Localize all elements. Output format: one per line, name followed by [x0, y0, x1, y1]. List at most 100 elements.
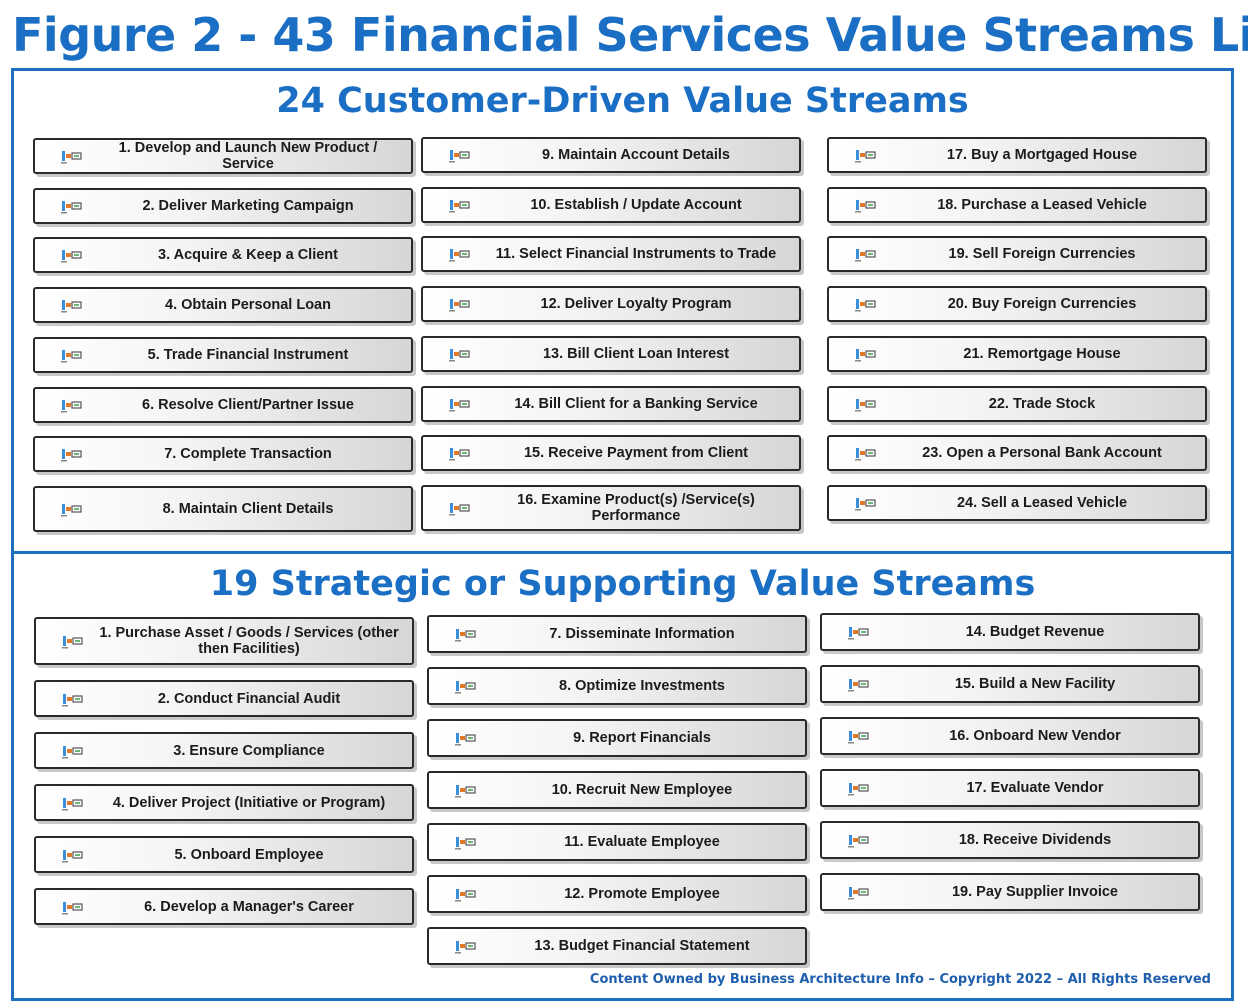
value-stream-icon [855, 246, 877, 262]
value-stream-label: 11. Select Financial Instruments to Trad… [495, 246, 777, 262]
figure-title: Figure 2 - 43 Financial Services Value S… [12, 8, 1248, 62]
value-stream-icon [455, 730, 477, 746]
strategic-value-stream-card: 5. Onboard Employee [34, 836, 414, 873]
value-stream-icon [855, 495, 877, 511]
value-stream-icon [62, 899, 84, 915]
value-stream-label: 17. Buy a Mortgaged House [946, 147, 1138, 163]
value-stream-label: 22. Trade Stock [988, 396, 1096, 412]
value-stream-label: 16. Examine Product(s) /Service(s) Perfo… [517, 492, 755, 524]
value-stream-label: 6. Develop a Manager's Career [144, 898, 354, 915]
value-stream-label: 23. Open a Personal Bank Account [922, 445, 1162, 461]
value-stream-label: 5. Onboard Employee [174, 846, 324, 863]
value-stream-icon [848, 884, 870, 900]
value-stream-label: 10. Recruit New Employee [551, 782, 733, 798]
value-stream-label: 24. Sell a Leased Vehicle [956, 495, 1128, 511]
value-stream-label: 21. Remortgage House [963, 346, 1121, 362]
value-stream-icon [61, 347, 83, 363]
value-stream-label: 8. Maintain Client Details [162, 501, 334, 517]
value-stream-icon [61, 247, 83, 263]
customer-value-stream-card: 19. Sell Foreign Currencies [827, 236, 1207, 272]
customer-value-stream-card: 15. Receive Payment from Client [421, 435, 801, 471]
customer-value-stream-card: 12. Deliver Loyalty Program [421, 286, 801, 322]
value-stream-icon [455, 834, 477, 850]
strategic-value-stream-card: 16. Onboard New Vendor [820, 717, 1200, 755]
value-stream-icon [455, 938, 477, 954]
strategic-value-stream-card: 11. Evaluate Employee [427, 823, 807, 861]
value-stream-icon [455, 886, 477, 902]
customer-value-stream-card: 11. Select Financial Instruments to Trad… [421, 236, 801, 272]
value-stream-label: 9. Maintain Account Details [542, 147, 730, 163]
value-stream-label: 15. Receive Payment from Client [523, 445, 749, 461]
strategic-value-stream-card: 17. Evaluate Vendor [820, 769, 1200, 807]
value-stream-label: 2. Conduct Financial Audit [157, 690, 341, 707]
customer-value-stream-card: 5. Trade Financial Instrument [33, 337, 413, 373]
value-stream-label: 1. Purchase Asset / Goods / Services (ot… [99, 625, 399, 657]
strategic-value-stream-card: 6. Develop a Manager's Career [34, 888, 414, 925]
value-stream-icon [61, 148, 83, 164]
customer-value-stream-card: 3. Acquire & Keep a Client [33, 237, 413, 273]
strategic-value-stream-card: 19. Pay Supplier Invoice [820, 873, 1200, 911]
customer-value-stream-card: 2. Deliver Marketing Campaign [33, 188, 413, 224]
value-stream-icon [848, 676, 870, 692]
strategic-value-stream-card: 1. Purchase Asset / Goods / Services (ot… [34, 617, 414, 665]
strategic-value-stream-card: 7. Disseminate Information [427, 615, 807, 653]
value-stream-label: 12. Deliver Loyalty Program [540, 296, 732, 312]
value-stream-label: 14. Bill Client for a Banking Service [514, 396, 758, 412]
customer-value-stream-card: 6. Resolve Client/Partner Issue [33, 387, 413, 423]
customer-driven-title: 24 Customer-Driven Value Streams [276, 81, 969, 121]
value-stream-label: 3. Ensure Compliance [173, 742, 325, 759]
value-stream-icon [61, 297, 83, 313]
value-stream-label: 9. Report Financials [573, 730, 711, 746]
strategic-value-stream-card: 15. Build a New Facility [820, 665, 1200, 703]
value-stream-icon [62, 743, 84, 759]
value-stream-icon [61, 198, 83, 214]
value-stream-icon [62, 795, 84, 811]
value-stream-label: 4. Deliver Project (Initiative or Progra… [112, 794, 386, 811]
strategic-value-stream-card: 2. Conduct Financial Audit [34, 680, 414, 717]
value-stream-icon [449, 197, 471, 213]
value-stream-label: 7. Disseminate Information [549, 626, 735, 642]
value-stream-icon [848, 624, 870, 640]
value-stream-label: 13. Budget Financial Statement [534, 938, 750, 954]
value-stream-label: 8. Optimize Investments [559, 678, 725, 694]
customer-value-stream-card: 18. Purchase a Leased Vehicle [827, 187, 1207, 223]
strategic-value-stream-card: 12. Promote Employee [427, 875, 807, 913]
value-stream-icon [449, 396, 471, 412]
strategic-value-stream-card: 3. Ensure Compliance [34, 732, 414, 769]
customer-value-stream-card: 14. Bill Client for a Banking Service [421, 386, 801, 422]
value-stream-icon [61, 446, 83, 462]
value-stream-icon [455, 782, 477, 798]
customer-value-stream-card: 10. Establish / Update Account [421, 187, 801, 223]
value-stream-icon [855, 445, 877, 461]
value-stream-icon [855, 346, 877, 362]
value-stream-label: 1. Develop and Launch New Product / Serv… [118, 140, 378, 172]
value-stream-label: 18. Purchase a Leased Vehicle [937, 197, 1147, 213]
value-stream-label: 10. Establish / Update Account [530, 197, 742, 213]
customer-value-stream-card: 22. Trade Stock [827, 386, 1207, 422]
value-stream-icon [455, 626, 477, 642]
value-stream-label: 2. Deliver Marketing Campaign [142, 198, 354, 214]
customer-value-stream-card: 4. Obtain Personal Loan [33, 287, 413, 323]
value-stream-icon [855, 296, 877, 312]
value-stream-label: 16. Onboard New Vendor [949, 728, 1121, 744]
value-stream-icon [449, 147, 471, 163]
value-stream-label: 18. Receive Dividends [958, 832, 1112, 848]
value-stream-icon [62, 633, 84, 649]
value-stream-icon [449, 500, 471, 516]
value-stream-icon [855, 396, 877, 412]
copyright-notice: Content Owned by Business Architecture I… [589, 972, 1211, 987]
value-stream-icon [848, 780, 870, 796]
value-stream-label: 5. Trade Financial Instrument [147, 347, 349, 363]
value-stream-label: 4. Obtain Personal Loan [165, 297, 331, 313]
customer-value-stream-card: 23. Open a Personal Bank Account [827, 435, 1207, 471]
value-stream-label: 19. Pay Supplier Invoice [951, 884, 1118, 900]
strategic-value-stream-card: 14. Budget Revenue [820, 613, 1200, 651]
customer-value-stream-card: 16. Examine Product(s) /Service(s) Perfo… [421, 485, 801, 531]
customer-value-stream-card: 13. Bill Client Loan Interest [421, 336, 801, 372]
value-stream-label: 13. Bill Client Loan Interest [542, 346, 730, 362]
value-stream-icon [61, 397, 83, 413]
value-stream-icon [855, 147, 877, 163]
customer-value-stream-card: 17. Buy a Mortgaged House [827, 137, 1207, 173]
customer-value-stream-card: 20. Buy Foreign Currencies [827, 286, 1207, 322]
strategic-value-stream-card: 18. Receive Dividends [820, 821, 1200, 859]
